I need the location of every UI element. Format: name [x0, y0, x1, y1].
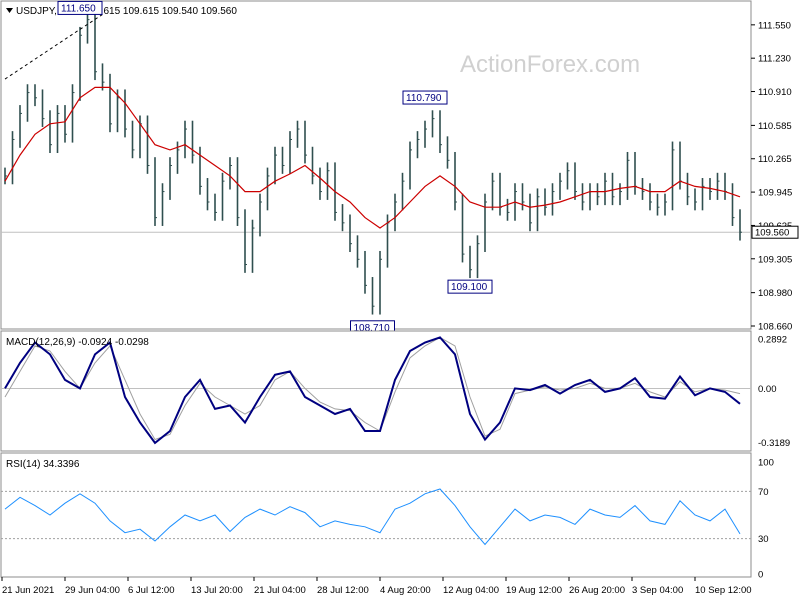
time-tick-label: 3 Sep 04:00: [632, 585, 683, 596]
last-price-tag: 109.560: [751, 225, 799, 239]
price-tick-label: 109.305: [758, 254, 792, 265]
time-axis: 21 Jun 2021 29 Jun 04:00 6 Jul 12:00 13 Jul…: [1, 577, 752, 596]
rsi-axis: 100 70 30 0: [758, 458, 774, 581]
annotation-label: 110.790: [406, 93, 442, 104]
price-tick-label: 110.265: [758, 154, 792, 165]
annotation-label: 111.650: [61, 3, 96, 14]
annotation-box: [447, 279, 493, 294]
time-tick-label: 21 Jul 04:00: [254, 585, 306, 596]
rsi-label: RSI(14) 34.3396: [6, 459, 80, 470]
annotation-label: 109.100: [451, 282, 488, 293]
moving-average-line: [4, 86, 741, 229]
time-tick-label: 26 Aug 20:00: [569, 585, 625, 596]
macd-tick-label: 0.00: [758, 384, 777, 395]
symbol-title: USDJPY,H4: [16, 6, 70, 17]
trendline: [4, 14, 103, 80]
last-price-box: [751, 225, 799, 239]
rsi-tick-label: 100: [758, 458, 774, 469]
annotation-box: [402, 90, 448, 105]
price-bars: [4, 11, 742, 315]
collapse-triangle-icon[interactable]: [6, 8, 13, 13]
rsi-tick-label: 70: [758, 487, 769, 498]
macd-label: MACD(12,26,9) -0.0924 -0.0298: [6, 337, 149, 348]
time-tick-label: 13 Jul 20:00: [191, 585, 243, 596]
time-tick-label: 19 Aug 12:00: [506, 585, 562, 596]
price-tick-label: 111.230: [758, 54, 791, 65]
macd-panel-frame: [0, 330, 752, 452]
price-tick-label: 111.550: [758, 20, 791, 31]
macd-main-line: [4, 336, 741, 445]
macd-panel: MACD(12,26,9) -0.0924 -0.0298: [0, 330, 752, 452]
macd-axis: 0.2892 0.00 -0.3189: [758, 335, 790, 449]
time-tick-label: 10 Sep 12:00: [695, 585, 752, 596]
time-tick-label: 29 Jun 04:00: [65, 585, 120, 596]
time-tick-label: 6 Jul 12:00: [128, 585, 174, 596]
rsi-line: [4, 488, 741, 546]
macd-tick-label: -0.3189: [758, 438, 790, 449]
rsi-panel-frame: [0, 452, 752, 578]
price-panel: ActionForex.com USDJPY,H4 109.615 109.61…: [0, 0, 752, 335]
price-tick-label: 110.910: [758, 87, 792, 98]
time-tick-label: 21 Jun 2021: [2, 585, 54, 596]
price-panel-frame: [0, 0, 752, 330]
price-axis: 111.550 111.230 110.910 110.585 110.265 109.9…: [751, 20, 792, 333]
annotation-label: 108.710: [354, 323, 391, 334]
rsi-panel: RSI(14) 34.3396: [0, 452, 752, 578]
rsi-tick-label: 0: [758, 570, 763, 581]
last-price-label: 109.560: [755, 228, 789, 239]
price-tick-label: 109.945: [758, 188, 792, 199]
macd-tick-label: 0.2892: [758, 335, 787, 346]
time-tick-label: 4 Aug 20:00: [380, 585, 431, 596]
time-tick-label: 28 Jul 12:00: [317, 585, 369, 596]
watermark: ActionForex.com: [460, 51, 640, 78]
price-tick-label: 110.585: [758, 121, 792, 132]
price-tick-label: 108.980: [758, 288, 792, 299]
time-tick-label: 12 Aug 04:00: [443, 585, 499, 596]
price-tick-label: 108.660: [758, 322, 792, 333]
ohlc-readout: 109.615 109.615 109.540 109.560: [84, 6, 237, 17]
rsi-tick-label: 30: [758, 534, 769, 545]
annotation-box: [57, 0, 103, 15]
